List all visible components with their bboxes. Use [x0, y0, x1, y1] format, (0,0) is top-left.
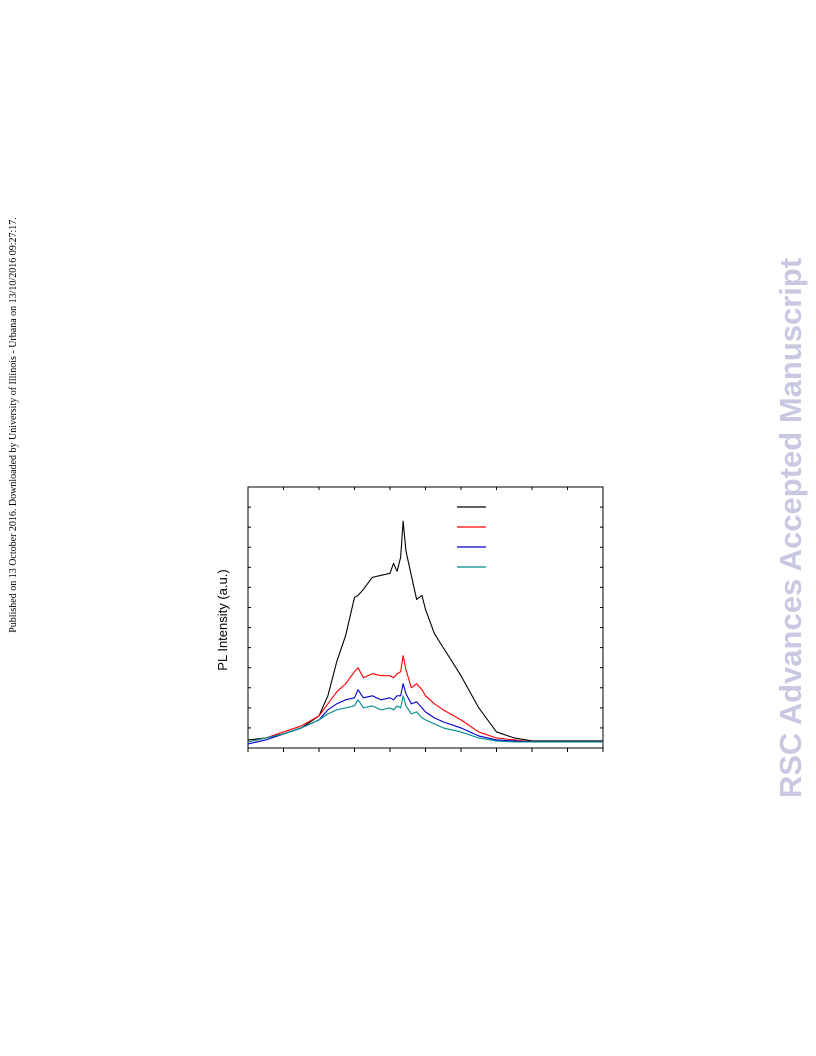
download-notice: Published on 13 October 2016. Downloaded… — [8, 217, 19, 633]
series-line — [247, 695, 603, 743]
series-line — [247, 655, 603, 743]
plot-frame — [247, 486, 604, 749]
series-line — [247, 520, 603, 742]
series-line — [247, 683, 603, 745]
y-axis-label: PL Intensity (a.u.) — [215, 569, 230, 670]
watermark: RSC Advances Accepted Manuscript — [773, 258, 808, 798]
